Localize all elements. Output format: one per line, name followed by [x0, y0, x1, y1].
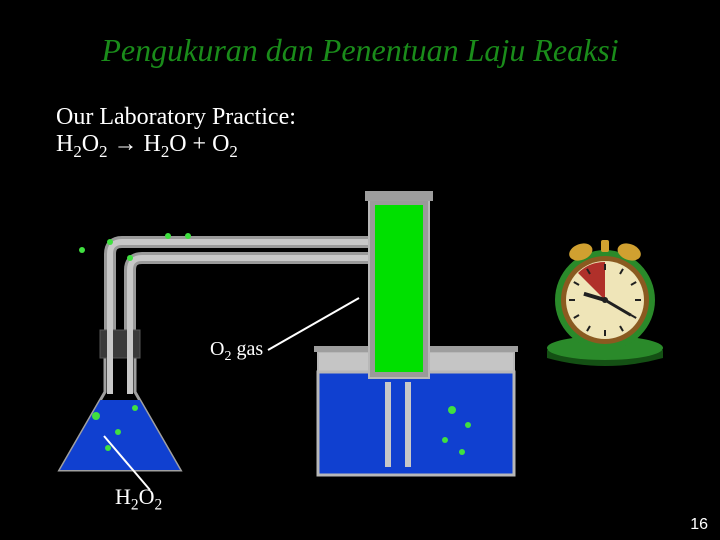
apparatus-diagram	[0, 0, 720, 540]
